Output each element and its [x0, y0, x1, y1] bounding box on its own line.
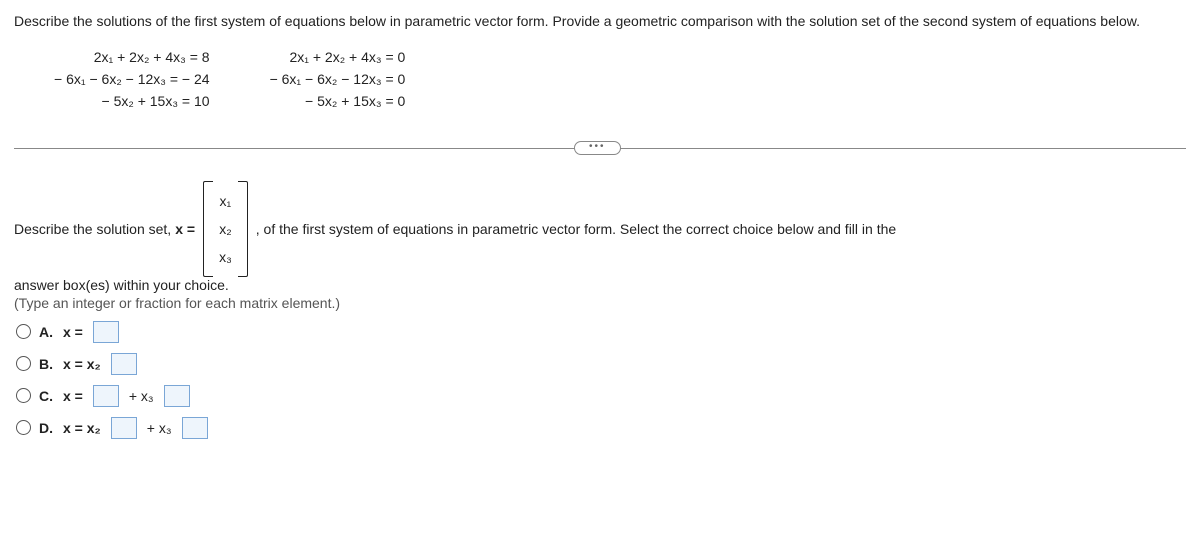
question-text: Describe the solutions of the first syst…	[14, 12, 1186, 32]
radio-d[interactable]	[16, 420, 31, 435]
prompt-pre: Describe the solution set,	[14, 221, 171, 237]
choice-a[interactable]: A. x =	[16, 321, 1186, 343]
fill-d-1[interactable]	[111, 417, 137, 439]
vec-r2: x₂	[213, 215, 238, 243]
sys2-eq3: − 5x₂ + 15x₃ = 0	[270, 90, 406, 112]
fill-c-1[interactable]	[93, 385, 119, 407]
choice-c-mid: + x₃	[129, 388, 154, 404]
radio-b[interactable]	[16, 356, 31, 371]
sys2-eq1: 2x₁ + 2x₂ + 4x₃ = 0	[270, 46, 406, 68]
choice-d[interactable]: D. x = x₂ + x₃	[16, 417, 1186, 439]
radio-a[interactable]	[16, 324, 31, 339]
choice-a-text: x =	[63, 324, 83, 340]
choice-c[interactable]: C. x = + x₃	[16, 385, 1186, 407]
radio-c[interactable]	[16, 388, 31, 403]
sys2-eq2: − 6x₁ − 6x₂ − 12x₃ = 0	[270, 68, 406, 90]
divider: •••	[14, 141, 1186, 155]
fill-a-1[interactable]	[93, 321, 119, 343]
system-2: 2x₁ + 2x₂ + 4x₃ = 0 − 6x₁ − 6x₂ − 12x₃ =…	[270, 46, 406, 113]
prompt-line-1: Describe the solution set, x = x₁ x₂ x₃ …	[14, 181, 1186, 277]
equations-row: 2x₁ + 2x₂ + 4x₃ = 8 − 6x₁ − 6x₂ − 12x₃ =…	[54, 46, 1186, 113]
bracket-left	[203, 181, 213, 277]
vec-r3: x₃	[213, 243, 238, 271]
prompt-line-2: answer box(es) within your choice.	[14, 277, 1186, 293]
fill-d-2[interactable]	[182, 417, 208, 439]
label-b: B.	[39, 356, 53, 372]
fill-b-1[interactable]	[111, 353, 137, 375]
choice-d-pre: x = x₂	[63, 420, 101, 436]
choice-d-mid: + x₃	[147, 420, 172, 436]
system-1: 2x₁ + 2x₂ + 4x₃ = 8 − 6x₁ − 6x₂ − 12x₃ =…	[54, 46, 210, 113]
sys1-eq2: − 6x₁ − 6x₂ − 12x₃ = − 24	[54, 68, 210, 90]
sys1-eq3: − 5x₂ + 15x₃ = 10	[54, 90, 210, 112]
sys1-eq1: 2x₁ + 2x₂ + 4x₃ = 8	[54, 46, 210, 68]
hint-text: (Type an integer or fraction for each ma…	[14, 295, 1186, 311]
label-a: A.	[39, 324, 53, 340]
ellipsis-button[interactable]: •••	[574, 141, 621, 155]
choice-b[interactable]: B. x = x₂	[16, 353, 1186, 375]
column-vector: x₁ x₂ x₃	[203, 181, 248, 277]
bracket-right	[238, 181, 248, 277]
label-c: C.	[39, 388, 53, 404]
choice-c-pre: x =	[63, 388, 83, 404]
fill-c-2[interactable]	[164, 385, 190, 407]
choice-b-text: x = x₂	[63, 356, 101, 372]
x-equals: x =	[175, 221, 195, 237]
prompt-post: , of the first system of equations in pa…	[256, 221, 896, 237]
answer-choices: A. x = B. x = x₂ C. x = + x₃ D. x = x₂ +…	[16, 321, 1186, 439]
vec-r1: x₁	[213, 187, 238, 215]
label-d: D.	[39, 420, 53, 436]
